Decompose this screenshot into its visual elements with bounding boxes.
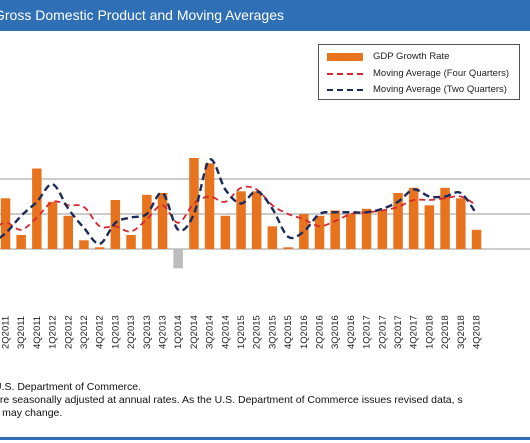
x-tick-label: 2Q2018 [440, 315, 451, 349]
gdp-bar [204, 163, 215, 250]
gdp-bar [16, 235, 26, 249]
gdp-bar [47, 201, 58, 250]
gdp-bar [377, 210, 388, 249]
gdp-bar [126, 235, 136, 249]
x-tick-label: 3Q2012 [79, 315, 90, 349]
gdp-bar [440, 187, 450, 250]
x-tick-label: 2Q2014 [189, 315, 200, 349]
x-tick-label: 2Q2011 [1, 316, 12, 349]
gdp-bar [32, 168, 42, 249]
x-tick-label: 2Q2015 [252, 315, 263, 349]
moving-average-four-quarters-line [0, 185, 477, 233]
x-tick-label: 3Q2011 [16, 316, 27, 349]
gdp-bar [267, 226, 278, 250]
legend-swatch-two-quarters [327, 89, 363, 91]
x-tick-label: 4Q2014 [220, 315, 231, 349]
x-tick-label: 2Q2013 [126, 315, 137, 349]
chart-legend: GDP Growth Rate Moving Average (Four Qua… [318, 44, 520, 100]
gdp-bar [142, 194, 152, 250]
gdp-bar [236, 191, 246, 250]
gdp-bar [189, 158, 199, 249]
gdp-bar [94, 247, 105, 250]
bottom-rule [0, 437, 530, 440]
gdp-bar [471, 229, 482, 250]
x-tick-label: 1Q2013 [110, 315, 121, 349]
x-tick-label: 4Q2017 [409, 315, 420, 349]
chart-title-bar: Gross Domestic Product and Moving Averag… [0, 0, 530, 31]
x-tick-label: 2Q2017 [377, 315, 388, 349]
gdp-bar [283, 247, 293, 250]
gdp-bar [330, 210, 340, 249]
revision-note-line1: are seasonally adjusted at annual rates.… [0, 394, 463, 406]
legend-swatch-gdp [327, 53, 363, 61]
x-tick-label: 1Q2015 [236, 315, 247, 349]
chart-notes: U.S. Department of Commerce. are seasona… [0, 381, 530, 420]
x-tick-label: 3Q2016 [330, 315, 341, 349]
legend-label-two-quarters: Moving Average (Two Quarters) [373, 84, 507, 95]
x-tick-label: 4Q2015 [283, 315, 294, 349]
gdp-bar [393, 193, 403, 249]
gdp-bar [346, 214, 356, 249]
gdp-bar [220, 215, 231, 250]
legend-label-gdp: GDP Growth Rate [373, 51, 450, 62]
legend-label-four-quarters: Moving Average (Four Quarters) [373, 68, 510, 79]
gdp-bar [0, 198, 11, 250]
gdp-chart: 2Q2011 3Q2011 4Q2011 1Q2012 2Q2012 3Q2012 4Q20… [0, 158, 530, 349]
gdp-bar [157, 193, 168, 249]
gdp-bar [424, 205, 435, 250]
legend-item-two-quarters: Moving Average (Two Quarters) [327, 83, 517, 97]
x-tick-label: 2Q2012 [63, 315, 74, 349]
gdp-bar [456, 198, 466, 250]
x-tick-label: 3Q2014 [205, 315, 216, 349]
gdp-bar [173, 249, 183, 269]
gdp-bar [361, 208, 372, 250]
x-tick-label: 4Q2016 [346, 315, 357, 349]
x-tick-label: 2Q2016 [315, 315, 326, 349]
chart-title: Gross Domestic Product and Moving Averag… [0, 7, 284, 23]
x-tick-label: 4Q2011 [32, 316, 43, 349]
gdp-bar [299, 214, 309, 249]
x-tick-label: 1Q2016 [299, 315, 310, 349]
x-tick-label: 3Q2017 [393, 315, 404, 349]
gdp-bar [408, 187, 419, 250]
x-tick-label: 1Q2018 [424, 315, 435, 349]
x-tick-label: 3Q2018 [456, 315, 467, 349]
x-tick-label: 4Q2012 [95, 315, 106, 349]
x-tick-label: 3Q2015 [267, 315, 278, 349]
revision-note-line2: s may change. [0, 407, 63, 419]
x-tick-label: 3Q2013 [142, 315, 153, 349]
moving-average-two-quarters-line [0, 158, 478, 245]
x-tick-label: 4Q2013 [158, 315, 169, 349]
x-tick-label: 1Q2012 [48, 315, 59, 349]
x-tick-label: 4Q2018 [472, 315, 483, 349]
gdp-bar [63, 215, 73, 250]
gdp-bar [79, 240, 89, 250]
x-tick-label: 1Q2017 [362, 315, 373, 349]
source-note: U.S. Department of Commerce. [0, 381, 142, 393]
legend-item-gdp: GDP Growth Rate [327, 50, 517, 64]
legend-item-four-quarters: Moving Average (Four Quarters) [327, 67, 517, 81]
x-tick-label: 1Q2014 [173, 315, 184, 349]
gdp-bar [251, 191, 262, 250]
legend-swatch-four-quarters [327, 73, 363, 75]
gdp-bar [314, 215, 325, 250]
